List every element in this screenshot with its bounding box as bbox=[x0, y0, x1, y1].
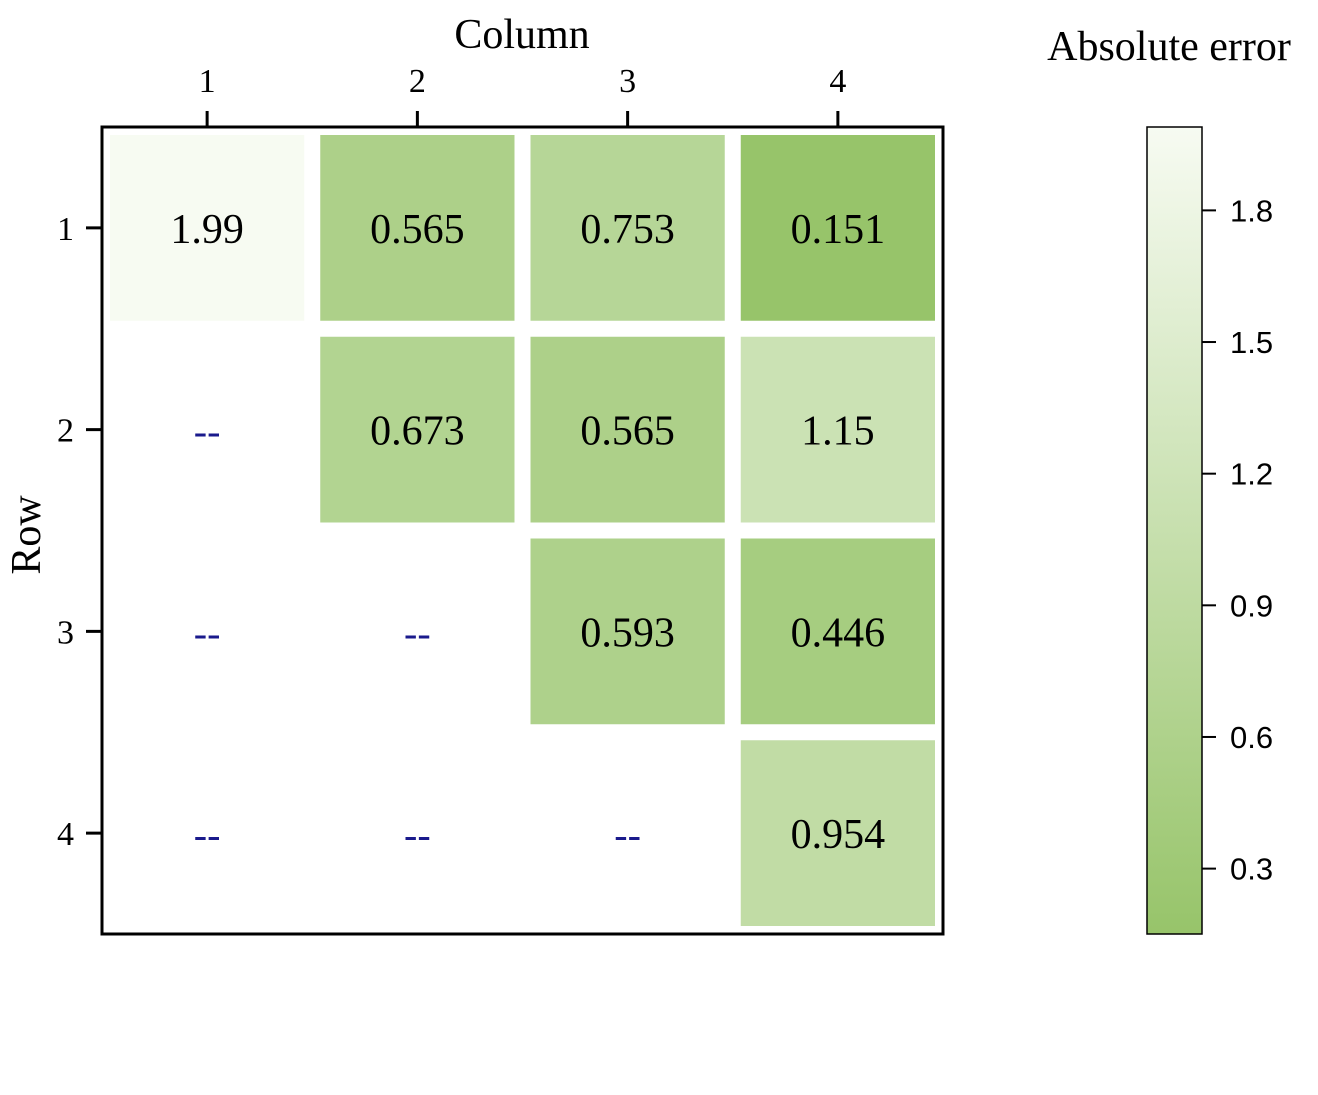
colorbar-tick-label: 0.9 bbox=[1230, 588, 1273, 623]
x-tick-label: 2 bbox=[409, 63, 426, 100]
colorbar-ticks: 0.3 0.6 0.9 1.2 1.5 1.8 bbox=[1202, 193, 1273, 887]
heatmap-cell-r4-c4 bbox=[740, 740, 935, 926]
heatmap-cell-r1-c3 bbox=[530, 135, 725, 321]
plot-frame bbox=[100, 125, 945, 936]
colorbar-tick-label: 0.6 bbox=[1230, 720, 1273, 755]
x-tick-label: 4 bbox=[829, 63, 846, 100]
x-tick-label: 1 bbox=[199, 63, 216, 100]
y-axis-title: Row bbox=[4, 495, 50, 575]
cell-value-label: 1.15 bbox=[801, 409, 875, 455]
heatmap-cell-r1-c1 bbox=[110, 135, 305, 321]
heatmap-cell-r1-c4 bbox=[740, 135, 935, 321]
cell-value-label: 0.565 bbox=[370, 207, 465, 253]
colorbar-tick-label: 1.8 bbox=[1230, 193, 1273, 228]
cell-value-label: 0.753 bbox=[580, 207, 675, 253]
colorbar-tick-label: 0.3 bbox=[1230, 852, 1273, 887]
colorbar bbox=[1146, 126, 1203, 935]
cell-value-label: 0.446 bbox=[791, 610, 886, 656]
cell-missing-label: -- bbox=[194, 610, 221, 655]
x-tick-label: 3 bbox=[619, 63, 636, 100]
cell-missing-label: -- bbox=[194, 409, 221, 454]
heatmap-cells: 1.99 0.565 0.753 0.151 -- 0.673 0.565 1.15 -- -- 0… bbox=[110, 135, 935, 926]
cell-value-label: 0.565 bbox=[580, 409, 675, 455]
cell-value-label: 0.954 bbox=[791, 812, 886, 858]
x-axis-title: Column bbox=[454, 12, 589, 58]
heatmap-cell-r3-c3 bbox=[530, 538, 725, 725]
y-tick-label: 3 bbox=[57, 614, 74, 651]
y-tick-label: 1 bbox=[57, 211, 74, 248]
cell-value-label: 0.593 bbox=[580, 610, 675, 656]
y-tick-label: 2 bbox=[57, 413, 74, 450]
cell-missing-label: -- bbox=[404, 610, 431, 655]
y-tick-label: 4 bbox=[57, 816, 74, 853]
cell-missing-label: -- bbox=[194, 812, 221, 857]
colorbar-tick-label: 1.2 bbox=[1230, 457, 1273, 492]
heatmap-cell-r1-c2 bbox=[320, 135, 515, 321]
cell-value-label: 0.673 bbox=[370, 409, 465, 455]
heatmap-cell-r3-c4 bbox=[740, 538, 935, 725]
colorbar-title: Absolute error bbox=[1047, 24, 1291, 70]
cell-missing-label: -- bbox=[614, 812, 641, 857]
cell-value-label: 0.151 bbox=[791, 207, 886, 253]
cell-value-label: 1.99 bbox=[170, 207, 244, 253]
heatmap-cell-r2-c3 bbox=[530, 336, 725, 523]
heatmap-cell-r2-c4 bbox=[740, 336, 935, 523]
cell-missing-label: -- bbox=[404, 812, 431, 857]
heatmap-cell-r2-c2 bbox=[320, 336, 515, 523]
colorbar-tick-label: 1.5 bbox=[1230, 325, 1273, 360]
axes: 1 2 3 4 1 2 3 4 bbox=[57, 63, 846, 853]
